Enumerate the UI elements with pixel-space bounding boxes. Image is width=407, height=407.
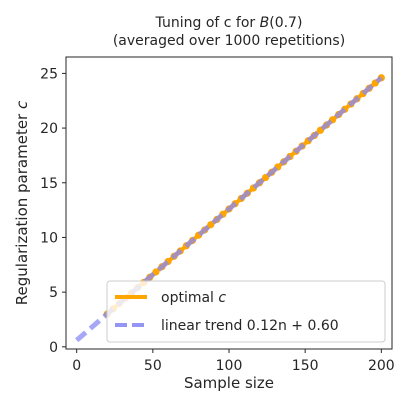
y-axis-label: Regularization parameter c <box>13 100 31 305</box>
y-tick-label: 25 <box>40 66 58 82</box>
legend-label-optimal: optimal c <box>161 290 226 306</box>
y-tick-label: 20 <box>40 121 58 137</box>
y-axis: 0 5 10 15 20 25 <box>40 66 66 356</box>
y-tick-label: 0 <box>49 340 58 356</box>
legend-label-trend: linear trend 0.12n + 0.60 <box>161 318 339 334</box>
x-tick-label: 0 <box>72 358 81 374</box>
linear-trend-line <box>75 75 383 343</box>
x-axis-label: Sample size <box>184 374 274 392</box>
x-tick-label: 150 <box>292 358 319 374</box>
x-axis: 0 50 100 150 200 <box>72 349 395 374</box>
optimal-c-point <box>207 221 215 229</box>
legend: optimal c linear trend 0.12n + 0.60 <box>106 280 386 343</box>
y-tick-label: 15 <box>40 176 58 192</box>
optimal-c-point <box>261 173 270 182</box>
chart-title-line1: Tuning of c for B(0.7) <box>155 15 303 31</box>
legend-box <box>106 280 386 343</box>
optimal-c-point <box>152 268 160 276</box>
x-tick-label: 200 <box>368 358 395 374</box>
y-tick-label: 10 <box>40 230 58 246</box>
y-tick-label: 5 <box>49 285 58 301</box>
x-tick-label: 100 <box>216 358 243 374</box>
chart-title-line2: (averaged over 1000 repetitions) <box>113 33 345 49</box>
x-tick-label: 50 <box>144 358 162 374</box>
